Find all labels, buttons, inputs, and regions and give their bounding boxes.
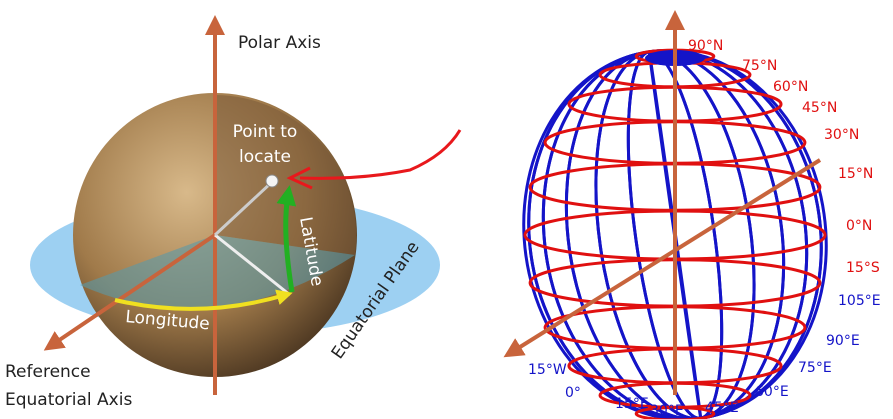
longitude-arrow (114, 289, 293, 311)
latitude-label: 15°N (838, 166, 873, 182)
point-label: Point to (233, 122, 298, 142)
annotation-arrow (286, 129, 462, 190)
longitude-label: 15°E (615, 396, 649, 412)
longitude-label: 90°E (826, 333, 860, 349)
latitude-label: 0°N (846, 218, 872, 234)
longitude-label: 105°E (838, 293, 881, 309)
longitude-label: 75°E (798, 360, 832, 376)
reference-axis-label: Equatorial Axis (5, 390, 132, 410)
polar-axis-label: Polar Axis (238, 33, 321, 53)
longitude-label: 60°E (755, 384, 789, 400)
longitude-label: 0° (565, 385, 581, 401)
reference-axis (503, 158, 822, 358)
latitude-label: 15°S (846, 260, 880, 276)
longitude-line (214, 233, 291, 297)
latitude-label: 60°N (773, 79, 808, 95)
longitude-label: 15°W (528, 362, 567, 378)
reference-axis-label: Reference (5, 362, 91, 382)
latitude-label: 30°N (824, 127, 859, 143)
latitude-label: 45°N (802, 100, 837, 116)
longitude-label: 30°E (650, 403, 684, 419)
longitude-label: 45°E (705, 400, 739, 416)
reference-axis (43, 233, 217, 351)
latitude-label: 90°N (688, 38, 723, 54)
radius-line (213, 180, 274, 237)
latitude-arrow (276, 185, 297, 293)
latitude-label: 75°N (742, 58, 777, 74)
point-label: locate (239, 147, 291, 167)
point (265, 174, 279, 188)
cutaway (215, 95, 357, 255)
